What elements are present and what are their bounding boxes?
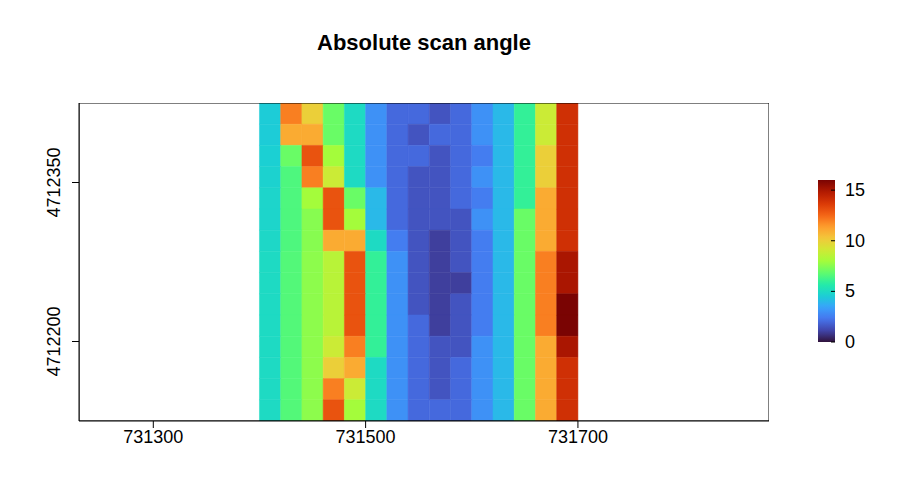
svg-text:10: 10 bbox=[845, 231, 865, 251]
svg-text:15: 15 bbox=[845, 180, 865, 200]
svg-text:731500: 731500 bbox=[336, 427, 396, 447]
svg-text:5: 5 bbox=[845, 281, 855, 301]
svg-text:4712200: 4712200 bbox=[44, 306, 64, 376]
html-text:Absolute scan angle: Absolute scan angle bbox=[317, 30, 531, 55]
svg-text:731700: 731700 bbox=[548, 427, 608, 447]
svg-text:0: 0 bbox=[845, 332, 855, 352]
svg-text:4712350: 4712350 bbox=[44, 147, 64, 217]
svg-text:731300: 731300 bbox=[123, 427, 183, 447]
